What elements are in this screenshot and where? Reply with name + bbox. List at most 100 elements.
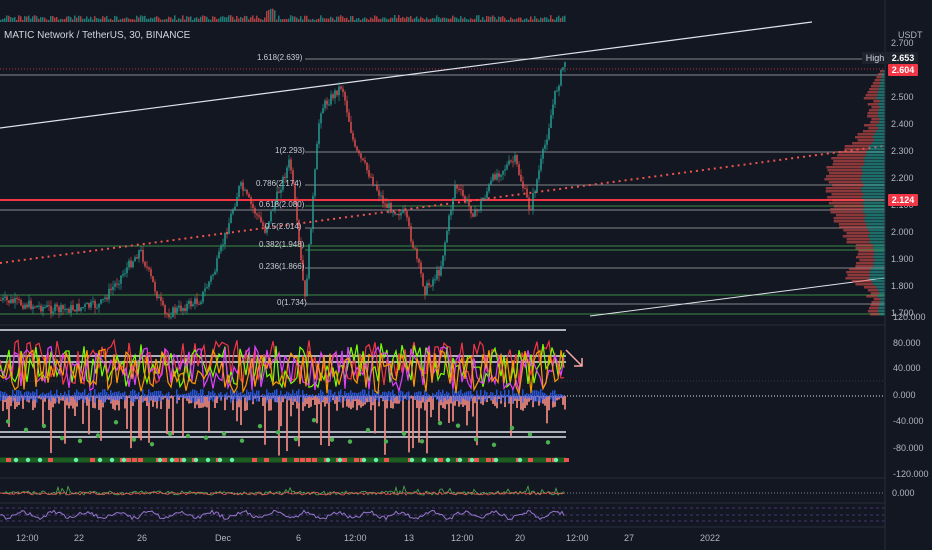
strip-cell bbox=[150, 458, 155, 462]
candle-body bbox=[538, 170, 540, 180]
candle-body bbox=[432, 279, 434, 287]
profile-bar-sell bbox=[830, 211, 864, 214]
osc-hist-neg bbox=[556, 396, 558, 401]
dotted-trendline[interactable] bbox=[0, 145, 886, 264]
osc-hist-blue bbox=[272, 392, 274, 400]
osc-hist-blue bbox=[408, 391, 410, 401]
candle-body bbox=[406, 211, 408, 218]
osc-hist-neg bbox=[156, 396, 158, 409]
candle-body bbox=[496, 173, 498, 180]
osc-hist-blue bbox=[114, 391, 116, 401]
profile-bar-buy bbox=[864, 205, 885, 208]
volume-bar bbox=[430, 18, 432, 22]
candle-body bbox=[128, 260, 130, 268]
osc-hist-blue bbox=[458, 391, 460, 401]
osc-hist-blue bbox=[468, 391, 470, 401]
osc-hist-blue bbox=[342, 394, 344, 398]
volume-bar bbox=[352, 15, 354, 22]
osc-hist-blue bbox=[176, 389, 178, 403]
time-tick: 27 bbox=[624, 533, 635, 543]
strip-cell bbox=[366, 458, 371, 462]
candle-body bbox=[330, 94, 332, 105]
strip-cell bbox=[564, 458, 569, 462]
osc-dot bbox=[383, 439, 389, 444]
osc-hist-neg bbox=[114, 396, 116, 411]
strip-cell bbox=[354, 458, 359, 462]
volume-bar bbox=[564, 15, 566, 22]
candle-body bbox=[66, 308, 68, 310]
candle-body bbox=[444, 242, 446, 256]
osc-hist-neg bbox=[34, 396, 36, 408]
strip-cell bbox=[300, 458, 305, 462]
osc-hist-blue bbox=[456, 391, 458, 401]
line-price-tag: 2.124 bbox=[888, 194, 918, 206]
osc-hist-blue bbox=[514, 393, 516, 399]
volume-bar bbox=[296, 17, 298, 22]
osc-hist-neg bbox=[178, 396, 180, 400]
profile-bar-sell bbox=[858, 250, 875, 253]
profile-bar-sell bbox=[873, 100, 881, 103]
osc-hist-blue bbox=[226, 392, 228, 400]
volume-bar bbox=[350, 16, 352, 22]
volume-bar bbox=[172, 19, 174, 22]
volume-bar bbox=[332, 17, 334, 22]
osc-hist-blue bbox=[540, 389, 542, 403]
profile-bar-buy bbox=[861, 196, 885, 199]
osc-hist-neg bbox=[268, 396, 270, 411]
candle-body bbox=[294, 183, 296, 203]
osc-hist-neg bbox=[66, 396, 68, 406]
price-tick: 1.800 bbox=[891, 281, 914, 291]
osc-dot bbox=[167, 431, 173, 437]
candle-body bbox=[202, 291, 204, 302]
osc-hist-neg bbox=[466, 396, 468, 426]
osc-hist-neg bbox=[170, 396, 172, 399]
lower-trendline[interactable] bbox=[589, 277, 886, 317]
candle-body bbox=[270, 211, 272, 222]
symbol-title[interactable]: MATIC Network / TetherUS, 30, BINANCE bbox=[4, 30, 191, 41]
osc-hist-neg bbox=[88, 396, 90, 435]
osc-hist-blue bbox=[28, 391, 30, 401]
candle-body bbox=[268, 221, 270, 227]
candle-body bbox=[528, 197, 530, 210]
osc-hist-neg bbox=[324, 396, 326, 407]
candle-body bbox=[512, 161, 514, 163]
volume-bar bbox=[388, 19, 390, 22]
volume-bar bbox=[356, 18, 358, 22]
osc-tick: -80.000 bbox=[893, 443, 924, 453]
osc2-axis-label: 0.000 bbox=[892, 488, 915, 498]
osc-dot bbox=[419, 439, 425, 444]
volume-bar bbox=[86, 16, 88, 22]
candle-body bbox=[418, 258, 420, 263]
volume-bar bbox=[144, 15, 146, 22]
osc-hist-blue bbox=[362, 389, 364, 403]
osc-hist-blue bbox=[74, 392, 76, 400]
strip-cell bbox=[264, 458, 269, 462]
osc-hist-neg bbox=[526, 396, 528, 406]
volume-bar bbox=[474, 18, 476, 22]
osc-hist-neg bbox=[86, 396, 88, 406]
osc-hist-blue bbox=[382, 391, 384, 401]
volume-bar bbox=[508, 19, 510, 22]
osc-hist-neg bbox=[542, 396, 544, 404]
volume-bar bbox=[308, 19, 310, 22]
candle-body bbox=[236, 197, 238, 207]
volume-bar bbox=[126, 17, 128, 22]
volume-bar bbox=[272, 8, 274, 22]
volume-bar bbox=[140, 15, 142, 22]
candle-body bbox=[410, 226, 412, 242]
osc-hist-blue bbox=[432, 392, 434, 400]
upper-trendline[interactable] bbox=[0, 21, 813, 129]
profile-bar-sell bbox=[867, 115, 878, 118]
profile-bar-buy bbox=[871, 142, 885, 145]
profile-bar-sell bbox=[829, 172, 863, 175]
profile-bar-buy bbox=[879, 292, 885, 295]
candle-body bbox=[524, 187, 526, 189]
volume-bar bbox=[312, 18, 314, 22]
osc-hist-blue bbox=[512, 389, 514, 403]
osc-hist-blue bbox=[440, 392, 442, 400]
volume-bar bbox=[238, 18, 240, 22]
candle-body bbox=[358, 150, 360, 154]
volume-bar bbox=[84, 18, 86, 22]
osc-hist-neg bbox=[290, 396, 292, 417]
